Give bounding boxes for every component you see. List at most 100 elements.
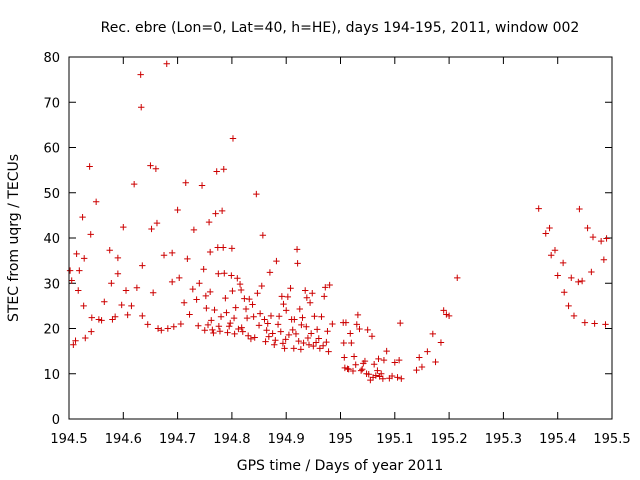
data-point <box>322 284 329 291</box>
data-point <box>177 320 185 328</box>
data-point <box>372 372 379 379</box>
x-tick-label: 194.7 <box>159 432 196 447</box>
data-point <box>282 336 289 343</box>
data-point <box>242 305 250 313</box>
data-point <box>70 341 77 348</box>
data-point <box>230 314 238 322</box>
y-tick-label: 80 <box>43 51 60 66</box>
data-point <box>542 230 549 237</box>
data-point <box>144 321 151 328</box>
data-point <box>109 316 116 323</box>
data-point <box>269 330 276 337</box>
data-point <box>591 320 598 327</box>
data-point <box>316 345 324 352</box>
data-point <box>234 275 241 282</box>
data-point <box>443 311 450 318</box>
data-point <box>266 269 274 276</box>
data-point <box>296 305 303 313</box>
data-point <box>235 325 242 333</box>
data-point <box>546 224 553 232</box>
data-point <box>284 293 292 301</box>
data-point <box>575 278 582 286</box>
data-point <box>180 299 188 306</box>
data-point <box>215 270 222 277</box>
data-point <box>379 375 387 382</box>
data-point <box>368 332 376 340</box>
data-point <box>279 340 287 347</box>
data-point <box>256 310 264 317</box>
data-point <box>224 329 231 336</box>
data-point <box>272 337 279 344</box>
data-point <box>228 272 235 279</box>
plot-frame <box>68 56 613 420</box>
x-tick-label: 194.5 <box>50 432 87 447</box>
data-point <box>262 338 269 345</box>
data-point <box>139 312 146 320</box>
data-point <box>204 321 212 329</box>
data-point <box>66 267 74 274</box>
data-point <box>357 367 365 374</box>
data-point <box>147 162 154 169</box>
data-point <box>299 314 306 321</box>
data-point <box>124 311 131 319</box>
data-point <box>244 332 252 339</box>
chart-title: Rec. ebre (Lon=0, Lat=40, h=HE), days 19… <box>101 20 580 36</box>
data-point <box>106 247 113 254</box>
data-point <box>340 339 347 347</box>
data-point <box>168 278 176 286</box>
data-point <box>278 293 286 300</box>
data-point <box>378 370 385 377</box>
data-point <box>251 334 258 341</box>
data-point <box>76 267 83 274</box>
data-point <box>186 311 193 318</box>
data-point <box>584 224 591 232</box>
data-point <box>397 319 404 327</box>
data-points <box>66 60 610 384</box>
data-point <box>565 302 572 310</box>
x-tick-label: 194.6 <box>105 432 142 447</box>
data-point <box>206 248 214 256</box>
data-point <box>347 330 354 337</box>
data-point <box>137 71 144 78</box>
data-point <box>535 205 542 212</box>
data-point <box>321 293 328 300</box>
y-tick-label: 70 <box>43 96 60 111</box>
data-point <box>225 323 233 330</box>
data-point <box>413 366 420 374</box>
data-point <box>559 259 567 267</box>
data-point <box>319 342 327 349</box>
data-point <box>92 198 100 205</box>
data-point <box>429 330 437 338</box>
data-point <box>254 290 261 297</box>
data-point <box>223 309 230 316</box>
data-point <box>361 357 369 365</box>
data-point <box>198 182 206 189</box>
data-point <box>98 317 105 324</box>
x-tick-label: 195 <box>328 432 353 447</box>
data-point <box>164 325 172 332</box>
x-tick-label: 195.1 <box>376 432 413 447</box>
y-axis-label: STEC from uqrg / TECUs <box>6 154 22 322</box>
data-point <box>341 354 348 361</box>
data-point <box>356 325 363 333</box>
data-point <box>79 213 86 221</box>
data-point <box>255 322 263 329</box>
data-point <box>265 333 273 340</box>
data-point <box>190 226 198 234</box>
data-point <box>238 324 245 331</box>
data-point <box>196 280 203 287</box>
data-point <box>231 330 238 338</box>
data-point <box>239 328 246 335</box>
y-tick-label: 30 <box>43 277 60 292</box>
x-axis-label: GPS time / Days of year 2011 <box>237 458 444 474</box>
data-point <box>315 335 322 342</box>
data-point <box>275 313 283 320</box>
data-point <box>227 319 234 327</box>
data-point <box>222 294 229 302</box>
data-point <box>138 104 145 111</box>
data-point <box>352 361 359 368</box>
y-axis-ticks: 0 10 20 30 40 50 60 70 80 <box>43 51 612 428</box>
data-point <box>87 231 94 238</box>
